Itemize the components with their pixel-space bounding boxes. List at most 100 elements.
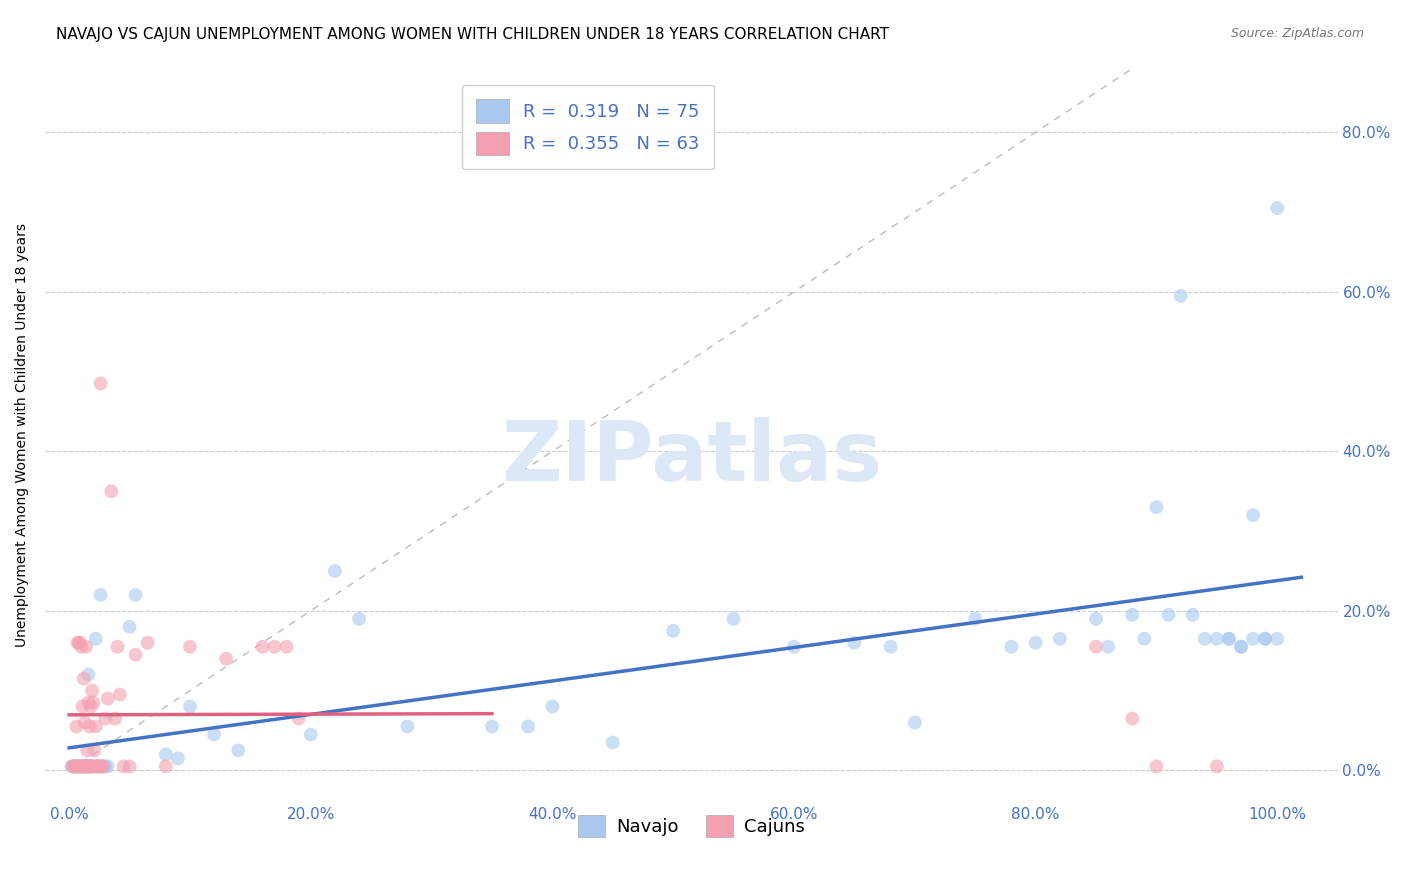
Point xyxy=(1205,759,1227,773)
Point xyxy=(66,759,89,773)
Point xyxy=(90,376,112,391)
Point xyxy=(69,759,91,773)
Point xyxy=(86,759,108,773)
Point xyxy=(1218,632,1240,646)
Text: Source: ZipAtlas.com: Source: ZipAtlas.com xyxy=(1230,27,1364,40)
Point xyxy=(124,588,146,602)
Point xyxy=(84,759,107,773)
Point xyxy=(155,747,177,762)
Point xyxy=(77,667,100,681)
Point xyxy=(1097,640,1119,654)
Point xyxy=(1144,500,1167,515)
Point xyxy=(75,759,97,773)
Point xyxy=(1025,636,1047,650)
Point xyxy=(1144,759,1167,773)
Point xyxy=(62,759,84,773)
Point xyxy=(107,640,129,654)
Point xyxy=(1000,640,1022,654)
Point xyxy=(70,640,93,654)
Point xyxy=(72,759,94,773)
Point xyxy=(602,735,624,749)
Point xyxy=(100,484,122,499)
Point xyxy=(202,727,225,741)
Point xyxy=(112,759,135,773)
Point xyxy=(82,759,104,773)
Point xyxy=(73,759,96,773)
Point xyxy=(1085,640,1108,654)
Point xyxy=(1194,632,1216,646)
Point xyxy=(80,759,103,773)
Point xyxy=(323,564,346,578)
Point xyxy=(1265,632,1288,646)
Point xyxy=(79,759,101,773)
Point xyxy=(1181,607,1204,622)
Point xyxy=(783,640,806,654)
Point xyxy=(87,759,110,773)
Point xyxy=(67,759,90,773)
Point xyxy=(1085,612,1108,626)
Point xyxy=(62,759,84,773)
Point xyxy=(60,759,83,773)
Point xyxy=(72,699,94,714)
Point xyxy=(276,640,298,654)
Point xyxy=(1170,289,1192,303)
Point xyxy=(80,683,103,698)
Point xyxy=(63,759,86,773)
Point xyxy=(69,636,91,650)
Point xyxy=(82,696,104,710)
Text: NAVAJO VS CAJUN UNEMPLOYMENT AMONG WOMEN WITH CHILDREN UNDER 18 YEARS CORRELATIO: NAVAJO VS CAJUN UNEMPLOYMENT AMONG WOMEN… xyxy=(56,27,889,42)
Point xyxy=(124,648,146,662)
Point xyxy=(90,759,112,773)
Point xyxy=(263,640,285,654)
Point xyxy=(662,624,685,638)
Y-axis label: Unemployment Among Women with Children Under 18 years: Unemployment Among Women with Children U… xyxy=(15,223,30,648)
Point xyxy=(84,719,107,733)
Point xyxy=(75,759,97,773)
Point xyxy=(65,759,87,773)
Point xyxy=(73,715,96,730)
Point xyxy=(97,759,120,773)
Point xyxy=(67,759,90,773)
Point xyxy=(90,759,112,773)
Text: ZIPatlas: ZIPatlas xyxy=(501,417,882,498)
Point xyxy=(179,640,201,654)
Point xyxy=(75,640,97,654)
Point xyxy=(76,759,98,773)
Point xyxy=(396,719,419,733)
Point xyxy=(179,699,201,714)
Point xyxy=(879,640,901,654)
Point xyxy=(1218,632,1240,646)
Point xyxy=(904,715,927,730)
Point xyxy=(1241,632,1264,646)
Point xyxy=(1133,632,1156,646)
Point xyxy=(299,727,322,741)
Point xyxy=(1241,508,1264,523)
Point xyxy=(63,759,86,773)
Point xyxy=(97,691,120,706)
Point xyxy=(83,743,105,757)
Point xyxy=(73,759,96,773)
Point xyxy=(167,751,190,765)
Point xyxy=(89,759,111,773)
Point xyxy=(94,712,117,726)
Point xyxy=(87,759,110,773)
Point xyxy=(63,759,86,773)
Point xyxy=(69,759,91,773)
Point xyxy=(66,636,89,650)
Point xyxy=(1230,640,1253,654)
Point xyxy=(72,759,94,773)
Point xyxy=(118,620,141,634)
Point xyxy=(80,759,103,773)
Point xyxy=(287,712,309,726)
Point xyxy=(844,636,866,650)
Point xyxy=(1254,632,1277,646)
Point xyxy=(94,759,117,773)
Point xyxy=(1205,632,1227,646)
Point xyxy=(965,612,987,626)
Point xyxy=(481,719,503,733)
Point xyxy=(1121,712,1143,726)
Point xyxy=(67,636,90,650)
Point xyxy=(108,688,131,702)
Point xyxy=(91,759,114,773)
Point xyxy=(72,672,94,686)
